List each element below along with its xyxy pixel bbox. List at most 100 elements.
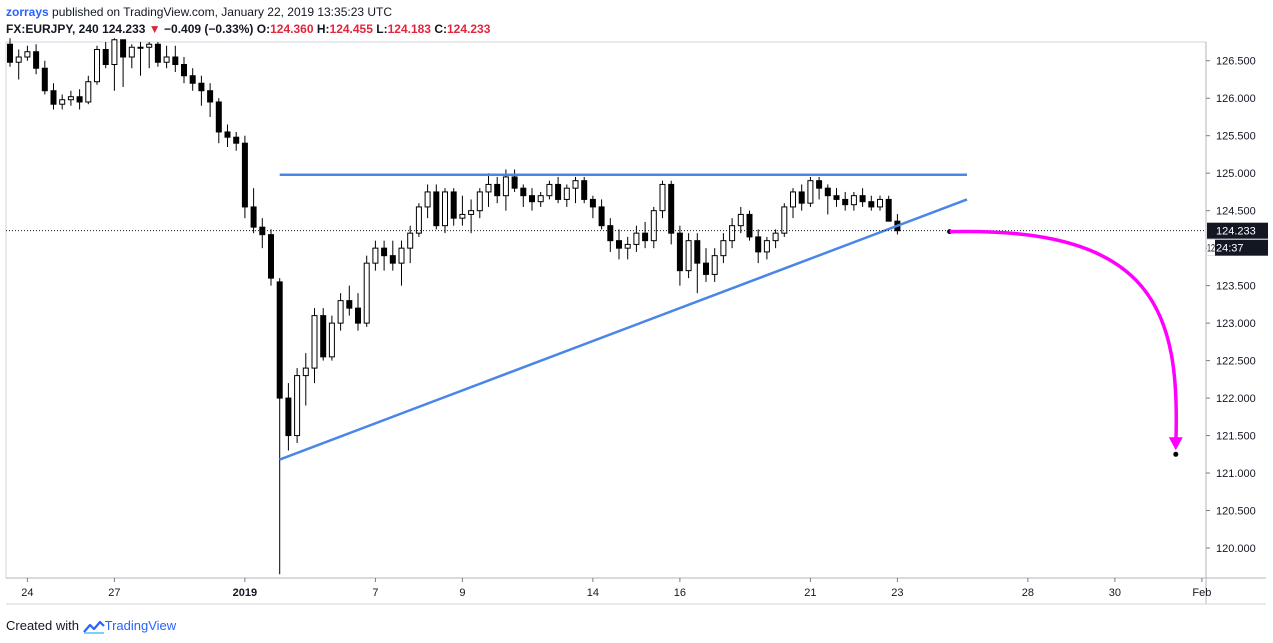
candle <box>546 180 553 200</box>
candle <box>476 188 483 219</box>
candle-body <box>433 191 440 227</box>
candle-body <box>485 183 492 193</box>
candle <box>824 184 831 215</box>
candle <box>511 169 518 192</box>
candle-body <box>781 206 788 234</box>
candle-body <box>589 198 596 208</box>
candle-body <box>581 180 588 200</box>
price-tick-label: 124.500 <box>1216 206 1256 218</box>
price-axis[interactable]: 126.500126.000125.500125.000124.500124.0… <box>1206 56 1268 555</box>
candle <box>389 240 396 271</box>
candle-body <box>624 243 631 249</box>
open-value: 124.360 <box>270 22 314 36</box>
candle <box>555 176 562 204</box>
candle <box>215 98 222 144</box>
publish-info: zorrays published on TradingView.com, Ja… <box>6 5 392 19</box>
candle <box>189 68 196 91</box>
low-label: L: <box>376 22 388 36</box>
candle-body <box>198 82 205 92</box>
candle <box>694 233 701 294</box>
candle <box>424 184 431 219</box>
candle <box>172 45 179 72</box>
candle <box>94 45 100 85</box>
chart-frame <box>5 41 1266 605</box>
candle-body <box>233 136 240 144</box>
candle-body <box>668 183 675 234</box>
candle-body <box>7 43 13 63</box>
candle-body <box>276 281 283 399</box>
candle-body <box>563 187 570 200</box>
candle <box>781 203 788 237</box>
candle-body <box>120 39 127 58</box>
candle <box>589 195 596 219</box>
candle <box>137 42 144 76</box>
candle-body <box>763 240 770 253</box>
created-with-text: Created with <box>6 618 79 633</box>
candle <box>24 45 31 61</box>
candle-body <box>459 213 466 219</box>
time-tick-label: 24 <box>21 587 33 599</box>
time-tick-label: 16 <box>674 587 686 599</box>
candle-body <box>59 99 66 105</box>
candle-body <box>215 101 222 133</box>
candle-body <box>128 46 135 58</box>
candle-body <box>50 90 57 105</box>
candle-body <box>790 191 796 208</box>
candle <box>67 90 74 106</box>
tradingview-logo-icon <box>82 620 105 634</box>
candle-body <box>546 183 553 197</box>
candle-body <box>363 262 370 324</box>
candle <box>311 308 318 384</box>
time-axis[interactable]: 24 27 2019 7 9 14 16 21 23 28 30 Feb <box>21 578 1211 599</box>
candle-body <box>650 210 657 242</box>
candle <box>598 199 605 230</box>
author-name[interactable]: zorrays <box>6 5 49 19</box>
candle <box>407 225 414 264</box>
symbol-legend: FX:EURJPY, 240 124.233 ▼ −0.409 (−0.33%)… <box>6 22 490 36</box>
candle-body <box>502 176 509 197</box>
time-tick-label: 9 <box>459 587 465 599</box>
candle <box>250 188 257 234</box>
candle <box>563 184 570 207</box>
candle-body <box>311 315 318 369</box>
candle-body <box>476 191 483 212</box>
candle-body <box>372 247 379 264</box>
candle-body <box>859 195 866 203</box>
support-trendline <box>279 198 968 461</box>
candle-body <box>154 43 161 63</box>
candle-body <box>642 232 649 242</box>
candle <box>798 184 805 211</box>
price-tick-label: 125.500 <box>1216 131 1256 143</box>
candle <box>607 218 614 252</box>
candle <box>7 38 13 67</box>
time-tick-label: 2019 <box>233 587 257 599</box>
price-tick-label: 122.500 <box>1216 356 1256 368</box>
candle <box>442 188 448 234</box>
candle-body <box>450 191 457 219</box>
last-price-label: 124.233 <box>1216 226 1256 238</box>
candle-body <box>755 236 762 253</box>
low-value: 124.183 <box>387 22 431 36</box>
countdown-prefix: 12 <box>1207 243 1215 255</box>
tradingview-brand[interactable]: TradingView <box>104 618 177 633</box>
candle <box>381 240 388 271</box>
candle <box>302 353 309 406</box>
candle-body <box>407 232 414 249</box>
candle-body <box>816 180 823 189</box>
time-tick-label: 7 <box>372 587 378 599</box>
forecast-arrow-curve <box>949 229 1179 445</box>
candle <box>76 89 83 110</box>
candle-body <box>511 176 518 189</box>
symbol-name[interactable]: FX:EURJPY, 240 <box>6 22 99 36</box>
candle-body <box>302 367 309 377</box>
candle-body <box>328 322 335 358</box>
time-tick-label: 14 <box>587 587 599 599</box>
candle <box>703 248 709 282</box>
price-tick-label: 120.500 <box>1216 506 1256 518</box>
candle <box>85 75 92 105</box>
change-text: −0.409 (−0.33%) <box>164 22 254 36</box>
candle-body <box>468 210 475 215</box>
price-tick-label: 126.000 <box>1216 93 1256 105</box>
candle-body <box>285 397 292 437</box>
